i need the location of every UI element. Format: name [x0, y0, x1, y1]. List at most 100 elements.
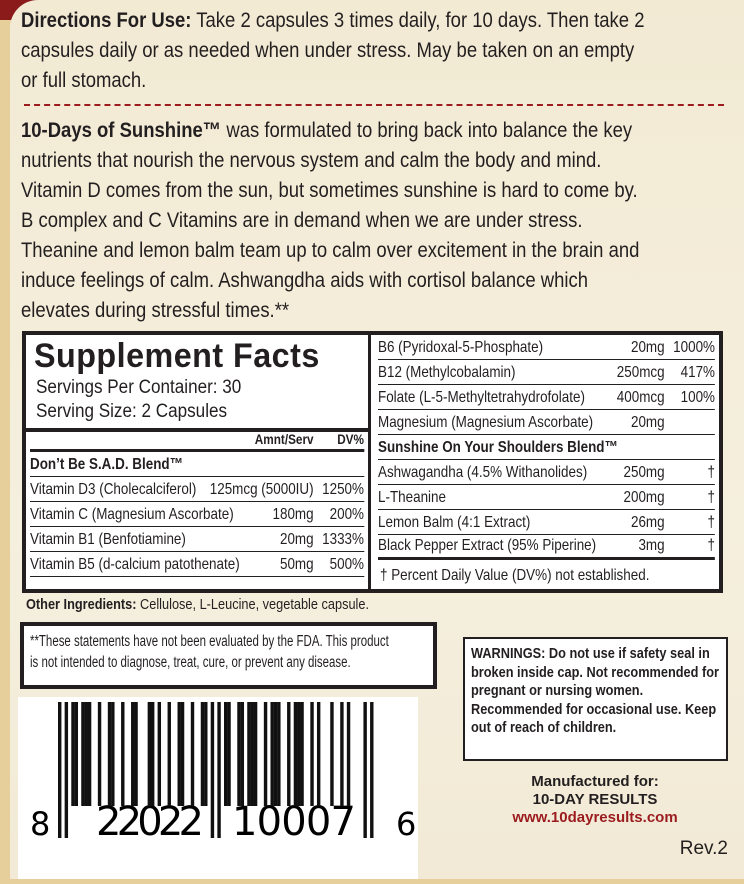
barcode-bar	[330, 702, 334, 806]
barcode-digits-left: 22022	[96, 799, 204, 845]
description-line: induce feelings of calm. Ashwangdha aids…	[21, 269, 589, 292]
description: 10-Days of Sunshine™ was formulated to b…	[21, 116, 731, 326]
blend-heading: Sunshine On Your Shoulders Blend™	[378, 435, 715, 460]
nutrient-amount: 50mg	[279, 556, 314, 573]
dv-footnote: † Percent Daily Value (DV%) not establis…	[380, 567, 650, 584]
barcode-bar	[150, 702, 155, 806]
facts-right-column: B6 (Pyridoxal-5-Phosphate) 20mg 1000% B12 (…	[374, 335, 719, 589]
thick-divider	[26, 428, 368, 432]
description-line: 10-Days of Sunshine™ was formulated to b…	[21, 116, 731, 146]
nutrient-amount: 180mg	[272, 506, 314, 523]
servings-per-container: Servings Per Container: 30	[36, 377, 242, 398]
barcode-bar	[273, 702, 278, 806]
facts-row: Ashwagandha (4.5% Withanolides) 250mg †	[378, 460, 715, 485]
barcode-bar	[71, 702, 75, 806]
barcode-bar	[210, 702, 215, 838]
nutrient-dv: †	[707, 464, 715, 481]
barcode-bar	[81, 702, 85, 806]
directions-line-text: Take 2 capsules 3 times daily, for 10 da…	[191, 9, 645, 32]
manufacturer-url[interactable]: www.10dayresults.com	[512, 809, 678, 826]
nutrient-dv: †	[707, 537, 715, 554]
barcode-bar	[204, 702, 208, 806]
facts-left-column: Supplement Facts Servings Per Container:…	[26, 335, 371, 589]
warnings-text: WARNINGS: Do not use if safety seal in b…	[471, 645, 719, 737]
facts-row: B6 (Pyridoxal-5-Phosphate) 20mg 1000%	[378, 335, 715, 360]
blend-name: Don’t Be S.A.D. Blend™	[30, 456, 184, 473]
barcode-bar	[157, 702, 162, 806]
facts-row: Lemon Balm (4:1 Extract) 26mg †	[378, 510, 715, 535]
nutrient-dv: 200%	[329, 506, 364, 523]
nutrient-amount: 20mg	[630, 414, 665, 431]
nutrient-dv: †	[707, 489, 715, 506]
description-line: B complex and C Vitamins are in demand w…	[21, 209, 583, 232]
fda-line: **These statements have not been evaluat…	[30, 633, 389, 650]
blend-heading: Don’t Be S.A.D. Blend™	[30, 452, 364, 477]
nutrient-dv: 1333%	[322, 531, 364, 548]
nutrient-name: B6 (Pyridoxal-5-Phosphate)	[378, 339, 544, 356]
facts-row: Magnesium (Magnesium Ascorbate) 20mg	[378, 410, 715, 435]
nutrient-name: Vitamin B1 (Benfotiamine)	[30, 531, 186, 548]
nutrient-amount: 250mcg	[616, 364, 665, 381]
barcode-bar	[270, 702, 274, 806]
nutrient-amount: 125mcg (5000IU)	[209, 481, 314, 498]
nutrient-name: Magnesium (Magnesium Ascorbate)	[378, 414, 594, 431]
facts-row: Folate (L-5-Methyltetrahydrofolate) 400mc…	[378, 385, 715, 410]
barcode-bar	[240, 702, 245, 806]
nutrient-dv: †	[707, 514, 715, 531]
description-line: Vitamin D comes from the sun, but someti…	[21, 179, 638, 202]
barcode-bar	[227, 702, 231, 806]
directions-label: Directions For Use:	[21, 9, 192, 32]
barcode-bar	[147, 702, 152, 806]
facts-row: Vitamin B1 (Benfotiamine) 20mg 1333%	[30, 527, 364, 552]
directions: Directions For Use: Take 2 capsules 3 ti…	[21, 6, 731, 96]
other-ingredients-label: Other Ingredients:	[26, 596, 137, 613]
barcode-bar	[107, 702, 112, 806]
nutrient-name: Vitamin B5 (d-calcium patothenate)	[30, 556, 240, 573]
barcode-bar	[253, 702, 258, 806]
manufactured-for-label: Manufactured for:	[531, 773, 659, 790]
manufacturer-name: 10-DAY RESULTS	[532, 791, 658, 808]
barcode-graphic: 8 22022 10007 6	[30, 702, 416, 845]
barcode-bar	[190, 702, 195, 806]
nutrient-amount: 3mg	[638, 537, 665, 554]
facts-row: Black Pepper Extract (95% Piperine) 3mg †	[378, 535, 715, 560]
barcode-digit-first: 8	[30, 805, 50, 843]
barcode-bar	[247, 702, 251, 806]
nutrient-name: Ashwagandha (4.5% Withanolides)	[378, 464, 588, 481]
barcode-bar	[58, 702, 62, 838]
description-line: Theanine and lemon balm team up to calm …	[21, 239, 640, 262]
nutrient-dv: 417%	[680, 364, 715, 381]
other-ingredients-text: Cellulose, L-Leucine, vegetable capsule.	[136, 596, 370, 613]
barcode-bar	[217, 702, 221, 838]
nutrient-name: Folate (L-5-Methyltetrahydrofolate)	[378, 389, 585, 406]
facts-title: Supplement Facts	[34, 337, 320, 375]
barcode-bar	[297, 702, 301, 806]
brand-name: 10-Days of Sunshine™	[21, 119, 222, 142]
nutrient-amount: 20mg	[630, 339, 665, 356]
nutrient-name: Vitamin C (Magnesium Ascorbate)	[30, 506, 234, 523]
barcode-bar	[167, 702, 171, 806]
barcode-bar	[200, 702, 205, 806]
nutrient-amount: 400mcg	[616, 389, 665, 406]
barcode-bar	[74, 702, 79, 806]
warnings-box: WARNINGS: Do not use if safety seal in b…	[463, 637, 728, 761]
barcode-bar	[87, 702, 92, 806]
barcode-bar	[64, 702, 69, 838]
supplement-facts: Supplement Facts Servings Per Container:…	[22, 331, 723, 593]
barcode-bar	[131, 702, 135, 806]
barcode: 8 22022 10007 6	[18, 697, 418, 879]
nutrient-amount: 20mg	[279, 531, 314, 548]
revision: Rev.2	[679, 838, 728, 859]
description-line: nutrients that nourish the nervous syste…	[21, 149, 602, 172]
barcode-bar	[263, 702, 268, 806]
nutrient-dv: 100%	[680, 389, 715, 406]
barcode-bar	[177, 702, 181, 806]
directions-line: capsules daily or as needed when under s…	[21, 39, 635, 62]
nutrient-dv: 1000%	[673, 339, 715, 356]
barcode-bar	[346, 702, 351, 806]
barcode-bar	[316, 702, 321, 806]
nutrient-amount: 26mg	[630, 514, 665, 531]
barcode-bar	[111, 702, 115, 806]
serving-size: Serving Size: 2 Capsules	[36, 401, 228, 422]
description-line-text: was formulated to bring back into balanc…	[221, 119, 633, 142]
